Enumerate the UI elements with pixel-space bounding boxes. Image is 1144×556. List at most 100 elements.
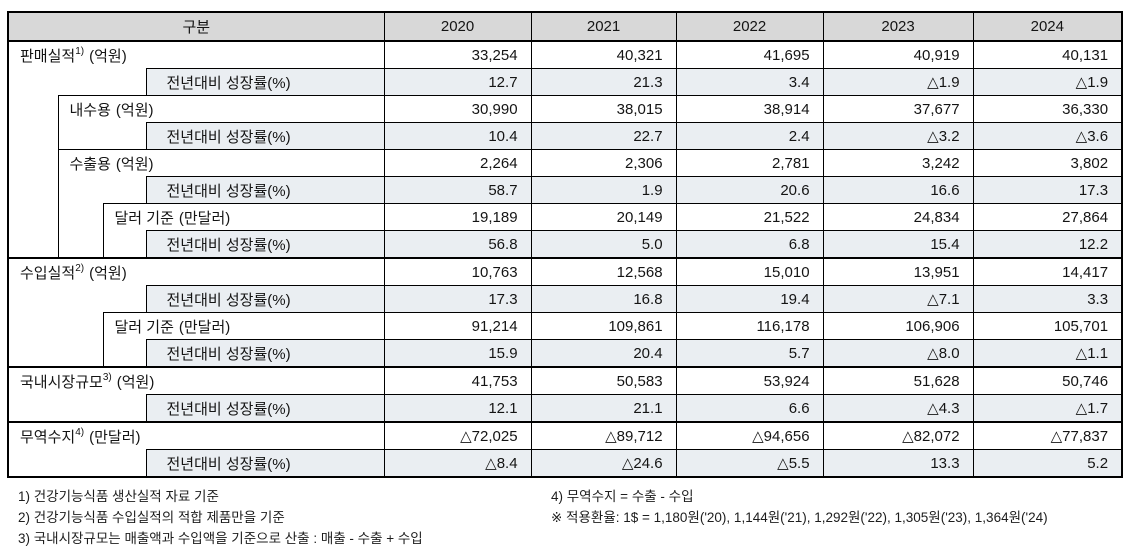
footnote-2: 2) 건강기능식품 수입실적의 적합 제품만을 기준: [18, 510, 285, 525]
table-row: 내수용 (억원) 30,990 38,015 38,914 37,677 36,3…: [8, 95, 1123, 123]
value-cell: 24,834: [822, 203, 974, 231]
value-cell: △7.1: [822, 285, 974, 313]
value-cell: 17.3: [972, 176, 1123, 204]
value-cell: △82,072: [822, 421, 974, 450]
value-cell: 2,781: [675, 149, 824, 177]
value-cell: △3.6: [972, 122, 1123, 150]
row-unit: (만달러): [89, 428, 141, 446]
value-cell: 91,214: [383, 312, 532, 340]
row-unit: (억원): [116, 373, 155, 391]
column-header-category: 구분: [7, 11, 385, 42]
value-cell: 3.3: [972, 285, 1123, 313]
row-label: 수출용 (억원): [57, 149, 385, 177]
table-row: 전년대비 성장률(%) 56.8 5.0 6.8 15.4 12.2: [8, 230, 1123, 259]
value-cell: 2,264: [383, 149, 532, 177]
footnote-4: 4) 무역수지 = 수출 - 수입: [551, 489, 694, 504]
footnote-3: 3) 국내시장규모는 매출액과 수입액을 기준으로 산출 : 매출 - 수출 +…: [18, 531, 423, 546]
header-row: 구분 2020 2021 2022 2023 2024: [7, 11, 1123, 42]
value-cell: △1.9: [822, 68, 974, 96]
statistics-table: 구분 2020 2021 2022 2023 2024 판매실적1) (억원) 3…: [7, 11, 1124, 478]
column-header-year: 2023: [822, 11, 974, 42]
indent-spacer: [8, 122, 59, 150]
value-cell: 20.4: [530, 339, 677, 368]
value-cell: △1.1: [972, 339, 1123, 368]
value-cell: 109,861: [530, 312, 677, 340]
value-cell: 15,010: [675, 257, 824, 286]
row-label: 달러 기준 (만달러): [102, 203, 385, 231]
value-cell: △8.4: [383, 449, 532, 478]
column-header-year: 2024: [972, 11, 1123, 42]
value-cell: △5.5: [675, 449, 824, 478]
value-cell: 116,178: [675, 312, 824, 340]
value-cell: 12,568: [530, 257, 677, 286]
value-cell: 3,802: [972, 149, 1123, 177]
row-label: 달러 기준 (만달러): [102, 312, 385, 340]
column-header-year: 2020: [383, 11, 532, 42]
value-cell: 106,906: [822, 312, 974, 340]
value-cell: 12.1: [383, 394, 532, 423]
footnote-1: 1) 건강기능식품 생산실적 자료 기준: [18, 489, 219, 504]
value-cell: △24.6: [530, 449, 677, 478]
value-cell: 16.8: [530, 285, 677, 313]
value-cell: 21.1: [530, 394, 677, 423]
value-cell: 20.6: [675, 176, 824, 204]
value-cell: 16.6: [822, 176, 974, 204]
indent-spacer: [8, 176, 59, 204]
indent-spacer: [102, 339, 146, 367]
value-cell: 6.8: [675, 230, 824, 259]
value-cell: 38,914: [675, 95, 824, 123]
indent-spacer: [8, 68, 146, 96]
table-row: 전년대비 성장률(%) 15.9 20.4 5.7 △8.0 △1.1: [8, 339, 1123, 368]
value-cell: △89,712: [530, 421, 677, 450]
indent-spacer: [8, 95, 59, 123]
table-row: 국내시장규모3) (억원) 41,753 50,583 53,924 51,628…: [7, 366, 1123, 395]
value-cell: 10,763: [383, 257, 532, 286]
row-label-growth: 전년대비 성장률(%): [145, 449, 385, 477]
value-cell: 50,746: [972, 366, 1123, 395]
value-cell: 33,254: [383, 40, 532, 69]
row-label: 국내시장규모3) (억원): [7, 366, 385, 395]
exchange-rate-note: ※ 적용환율: 1$ = 1,180원('20), 1,144원('21), 1…: [551, 510, 1048, 525]
table-row: 달러 기준 (만달러) 91,214 109,861 116,178 106,90…: [8, 312, 1123, 340]
value-cell: 17.3: [383, 285, 532, 313]
value-cell: 27,864: [972, 203, 1123, 231]
table-row: 무역수지4) (만달러) △72,025 △89,712 △94,656 △82,…: [7, 421, 1123, 450]
row-label: 내수용 (억원): [57, 95, 385, 123]
value-cell: 5.7: [675, 339, 824, 368]
value-cell: 13.3: [822, 449, 974, 478]
indent-spacer: [8, 339, 103, 367]
value-cell: 50,583: [530, 366, 677, 395]
indent-spacer: [8, 449, 146, 477]
value-cell: △1.9: [972, 68, 1123, 96]
row-label-growth: 전년대비 성장률(%): [145, 339, 385, 367]
value-cell: 30,990: [383, 95, 532, 123]
value-cell: 20,149: [530, 203, 677, 231]
value-cell: △3.2: [822, 122, 974, 150]
value-cell: 15.4: [822, 230, 974, 259]
table-row: 전년대비 성장률(%) 58.7 1.9 20.6 16.6 17.3: [8, 176, 1123, 204]
value-cell: 40,919: [822, 40, 974, 69]
indent-spacer: [8, 312, 103, 340]
value-cell: △1.7: [972, 394, 1123, 423]
table-row: 수입실적2) (억원) 10,763 12,568 15,010 13,951 1…: [7, 257, 1123, 286]
row-label-growth: 전년대비 성장률(%): [145, 394, 385, 422]
value-cell: 6.6: [675, 394, 824, 423]
value-cell: 21.3: [530, 68, 677, 96]
value-cell: 2.4: [675, 122, 824, 150]
indent-spacer: [57, 230, 103, 258]
table-row: 전년대비 성장률(%) 10.4 22.7 2.4 △3.2 △3.6: [8, 122, 1123, 150]
value-cell: 2,306: [530, 149, 677, 177]
value-cell: △4.3: [822, 394, 974, 423]
value-cell: 58.7: [383, 176, 532, 204]
value-cell: 12.7: [383, 68, 532, 96]
row-label: 무역수지4) (만달러): [7, 421, 385, 450]
value-cell: △94,656: [675, 421, 824, 450]
row-unit: (만달러): [178, 209, 231, 227]
row-unit: (억원): [115, 155, 154, 173]
value-cell: △8.0: [822, 339, 974, 368]
value-cell: 19.4: [675, 285, 824, 313]
value-cell: 53,924: [675, 366, 824, 395]
value-cell: 41,695: [675, 40, 824, 69]
column-header-year: 2021: [530, 11, 677, 42]
